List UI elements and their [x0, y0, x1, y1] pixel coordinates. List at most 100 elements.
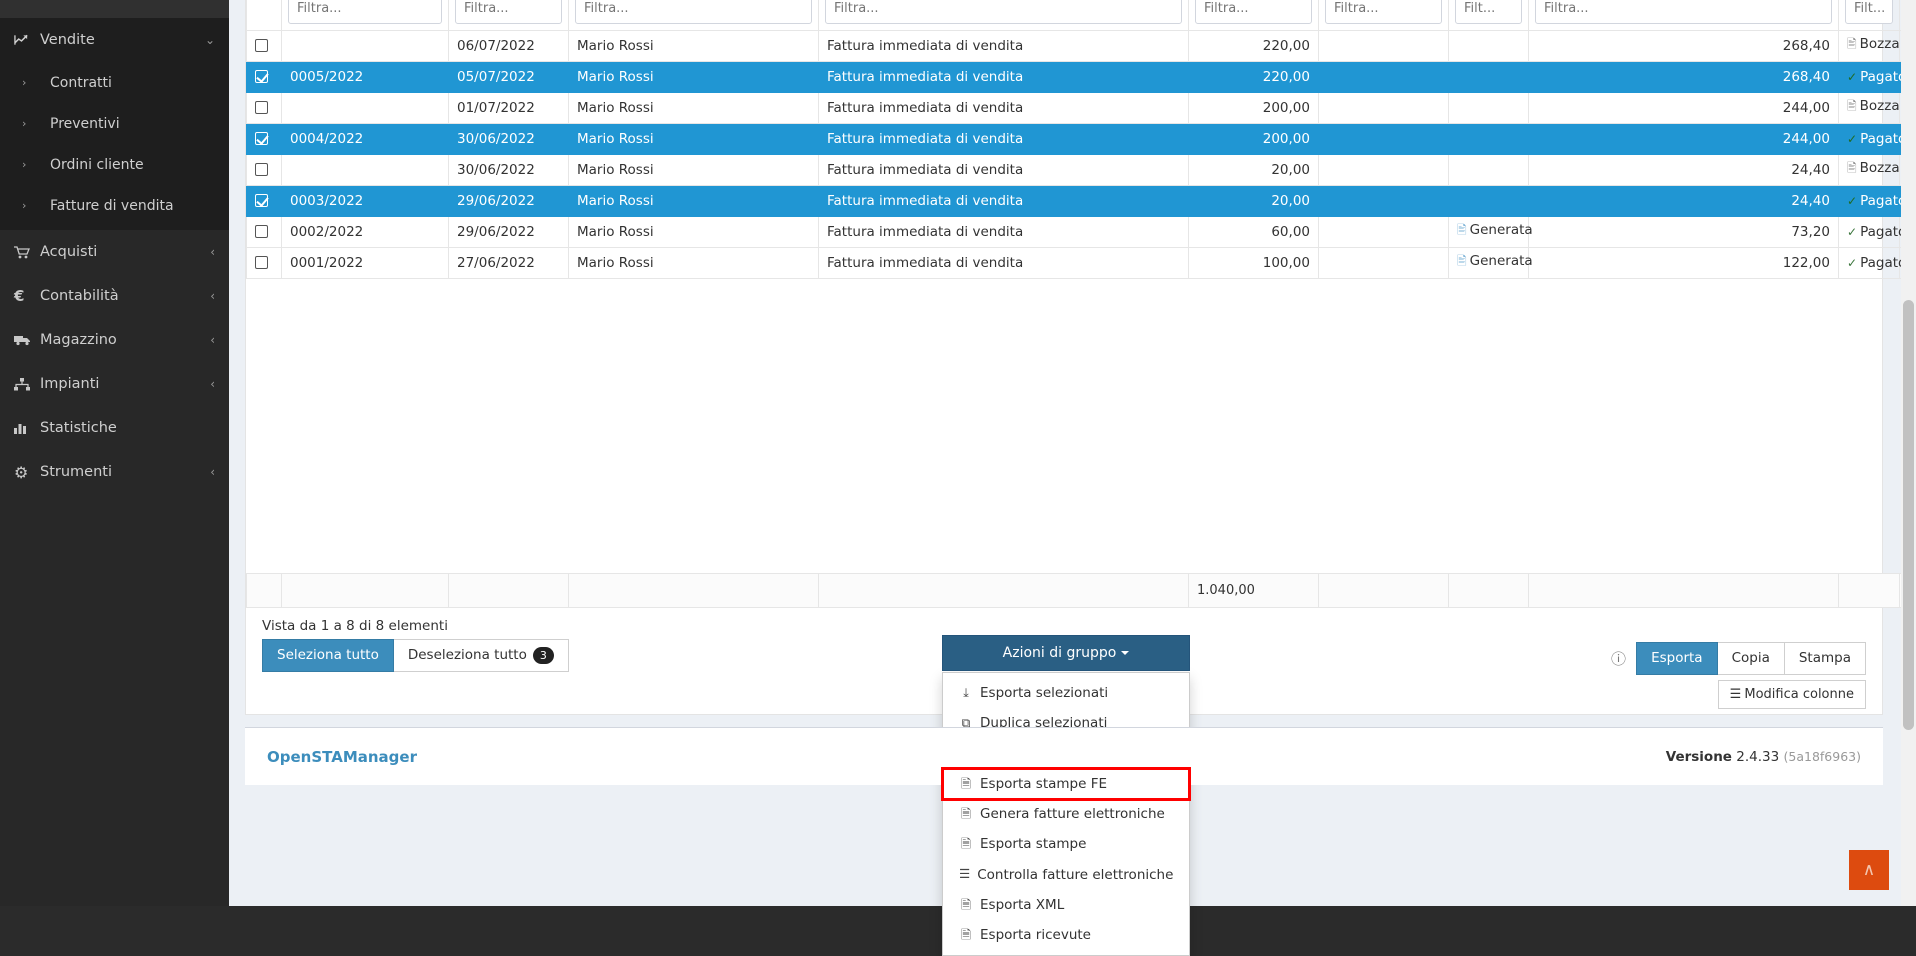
sidebar-item-contratti[interactable]: › Contratti: [0, 62, 229, 103]
row-checkbox-cell[interactable]: [247, 30, 282, 61]
cell-data: 30/06/2022: [449, 154, 569, 185]
brand-label[interactable]: OpenSTAManager: [267, 748, 417, 766]
filter-input-totale[interactable]: [1535, 0, 1832, 24]
menu-item-genera-fatture-elettroniche[interactable]: 🗎 Genera fatture elettroniche: [943, 799, 1189, 829]
menu-item-label: Esporta XML: [980, 894, 1064, 916]
sidebar-submenu-vendite: › Contratti › Preventivi › Ordini client…: [0, 62, 229, 230]
filter-input-data[interactable]: [455, 0, 562, 24]
edit-columns-button[interactable]: ☰ Modifica colonne: [1718, 680, 1866, 709]
help-circle-icon[interactable]: ⓘ: [1611, 648, 1626, 669]
menu-item-esporta-selezionati[interactable]: ⤓ Esporta selezionati: [943, 678, 1189, 708]
copy-button[interactable]: Copia: [1718, 642, 1785, 676]
sidebar-item-strumenti[interactable]: ⚙ Strumenti ‹: [0, 450, 229, 494]
cell-numero: 0001/2022: [282, 247, 449, 278]
sidebar-item-vendite[interactable]: Vendite ⌄: [0, 18, 229, 62]
row-checkbox[interactable]: [255, 70, 268, 83]
row-checkbox-cell[interactable]: [247, 61, 282, 92]
status-badge: Pagato: [1860, 69, 1906, 85]
cell-tipo: Fattura immediata di vendita: [819, 185, 1189, 216]
row-checkbox[interactable]: [255, 194, 268, 207]
group-actions-dropdown: Azioni di gruppo ⤓ Esporta selezionati ⧉…: [942, 635, 1190, 956]
sidebar-item-preventivi[interactable]: › Preventivi: [0, 103, 229, 144]
page-scrollbar[interactable]: [1901, 0, 1916, 906]
cell-data: 06/07/2022: [449, 30, 569, 61]
filter-input-fe[interactable]: [1455, 0, 1522, 24]
table-row[interactable]: 06/07/2022 Mario Rossi Fattura immediata…: [247, 30, 1916, 61]
scrollbar-thumb[interactable]: [1903, 300, 1914, 730]
cell-fe: [1449, 92, 1529, 123]
cell-stato: ✓Pagato: [1839, 123, 1900, 154]
menu-item-esporta-stampe-fe[interactable]: 🗎 Esporta stampe FE: [943, 769, 1189, 799]
status-badge: Pagato: [1860, 224, 1906, 240]
sidebar-item-label: Statistiche: [40, 420, 215, 436]
cell-stato: 🖹Bozza: [1839, 92, 1900, 123]
table-row[interactable]: 0005/2022 05/07/2022 Mario Rossi Fattura…: [247, 61, 1916, 92]
group-actions-button[interactable]: Azioni di gruppo: [942, 635, 1190, 671]
cell-totale: 244,00: [1529, 92, 1839, 123]
cell-totale: 244,00: [1529, 123, 1839, 154]
filter-input-stato[interactable]: [1845, 0, 1893, 24]
cell-extra1: [1319, 123, 1449, 154]
sidebar-item-magazzino[interactable]: Magazzino ‹: [0, 318, 229, 362]
row-checkbox[interactable]: [255, 101, 268, 114]
check-circle-icon: ✓: [1847, 225, 1857, 239]
cell-extra1: [1319, 61, 1449, 92]
foot-cell-fe: [1449, 573, 1529, 607]
sidebar-item-contabilita[interactable]: € Contabilità ‹: [0, 274, 229, 318]
filter-input-imponibile[interactable]: [1195, 0, 1312, 24]
cell-data: 30/06/2022: [449, 123, 569, 154]
row-checkbox-cell[interactable]: [247, 154, 282, 185]
export-button[interactable]: Esporta: [1636, 642, 1718, 676]
sidebar-item-impianti[interactable]: Impianti ‹: [0, 362, 229, 406]
table-row[interactable]: 0001/2022 27/06/2022 Mario Rossi Fattura…: [247, 247, 1916, 278]
row-checkbox-cell[interactable]: [247, 185, 282, 216]
select-all-button[interactable]: Seleziona tutto: [262, 639, 394, 673]
menu-item-esporta-stampe[interactable]: 🗎 Esporta stampe: [943, 829, 1189, 859]
cell-cliente: Mario Rossi: [569, 61, 819, 92]
cell-numero: 0003/2022: [282, 185, 449, 216]
edit-columns-bar: ☰ Modifica colonne: [1718, 680, 1866, 709]
table-row[interactable]: 30/06/2022 Mario Rossi Fattura immediata…: [247, 154, 1916, 185]
check-circle-icon: ✓: [1847, 256, 1857, 270]
filter-input-numero[interactable]: [288, 0, 442, 24]
table-row[interactable]: 0002/2022 29/06/2022 Mario Rossi Fattura…: [247, 216, 1916, 247]
row-checkbox[interactable]: [255, 132, 268, 145]
filter-input-cliente[interactable]: [575, 0, 812, 24]
menu-item-label: Genera fatture elettroniche: [980, 803, 1165, 825]
filter-input-extra1[interactable]: [1325, 0, 1442, 24]
row-checkbox[interactable]: [255, 225, 268, 238]
row-checkbox-cell[interactable]: [247, 92, 282, 123]
foot-cell-numero: [282, 573, 449, 607]
sidebar-item-fatture-di-vendita[interactable]: › Fatture di vendita: [0, 185, 229, 226]
sidebar-item-acquisti[interactable]: Acquisti ‹: [0, 230, 229, 274]
menu-item-controlla-fatture-elettroniche[interactable]: ☰ Controlla fatture elettroniche: [943, 860, 1189, 890]
foot-cell-extra1: [1319, 573, 1449, 607]
row-checkbox-cell[interactable]: [247, 216, 282, 247]
print-button[interactable]: Stampa: [1785, 642, 1866, 676]
table-row[interactable]: 0004/2022 30/06/2022 Mario Rossi Fattura…: [247, 123, 1916, 154]
pagination-info: Vista da 1 a 8 di 8 elementi: [262, 618, 569, 634]
filter-row: [247, 0, 1916, 30]
row-checkbox[interactable]: [255, 39, 268, 52]
file-code-icon: 🖹: [1457, 223, 1467, 237]
sidebar-item-ordini-cliente[interactable]: › Ordini cliente: [0, 144, 229, 185]
foot-cell-imponibile-total: 1.040,00: [1189, 573, 1319, 607]
menu-item-esporta-ricevute[interactable]: 🗎 Esporta ricevute: [943, 920, 1189, 950]
scroll-to-top-button[interactable]: ∧: [1849, 850, 1889, 890]
row-checkbox-cell[interactable]: [247, 247, 282, 278]
fe-label: Generata: [1470, 222, 1533, 238]
row-checkbox[interactable]: [255, 256, 268, 269]
sidebar-item-statistiche[interactable]: Statistiche: [0, 406, 229, 450]
row-checkbox[interactable]: [255, 163, 268, 176]
table-row[interactable]: 0003/2022 29/06/2022 Mario Rossi Fattura…: [247, 185, 1916, 216]
row-checkbox-cell[interactable]: [247, 123, 282, 154]
file-pdf-icon: 🗎: [959, 834, 973, 855]
chevron-down-icon: ⌄: [205, 33, 215, 47]
menu-item-esporta-xml[interactable]: 🗎 Esporta XML: [943, 890, 1189, 920]
status-badge: Pagato: [1860, 255, 1906, 271]
filter-input-tipo[interactable]: [825, 0, 1182, 24]
filter-cell-tipo: [819, 0, 1189, 30]
table-row[interactable]: 01/07/2022 Mario Rossi Fattura immediata…: [247, 92, 1916, 123]
